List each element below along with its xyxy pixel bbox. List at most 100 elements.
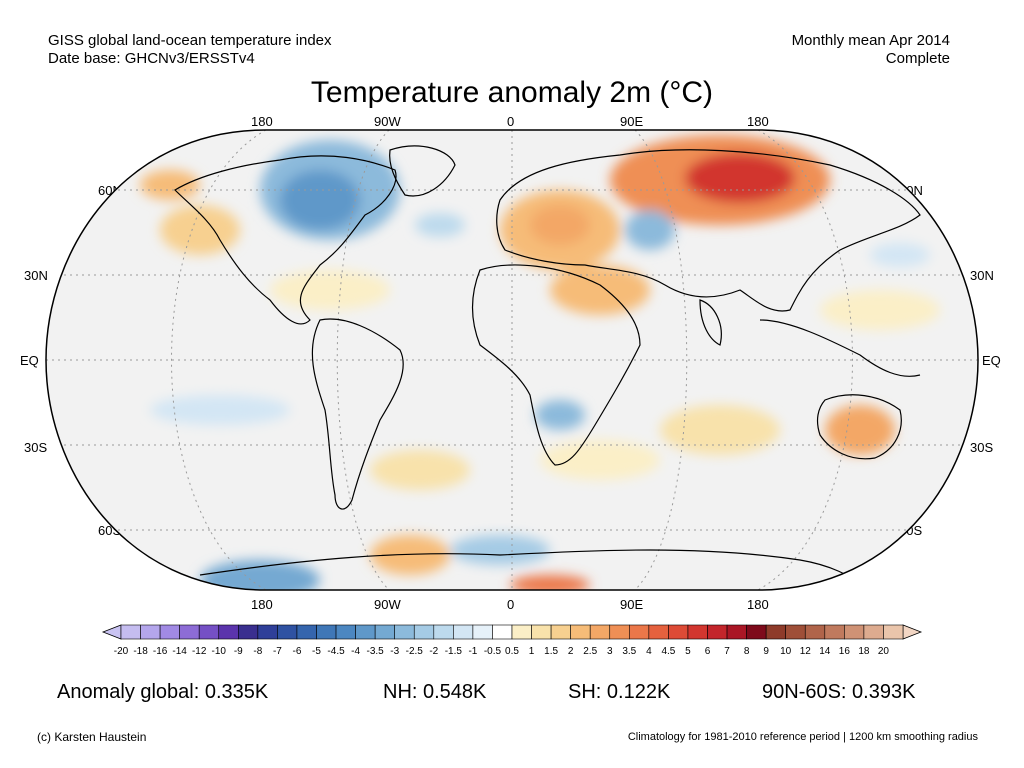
colorbar-tick-label: 5 (685, 646, 691, 657)
lat-label-left-30n: 30N (24, 268, 48, 283)
colorbar-tick-label: 8 (743, 646, 750, 657)
colorbar-swatch (120, 624, 141, 640)
colorbar-tick-label: 20 (877, 646, 889, 657)
colorbar-tick-label: -2 (429, 646, 439, 657)
colorbar-tick-label: 7 (724, 646, 730, 657)
stat-sh: SH: 0.122K (568, 681, 671, 703)
colorbar-swatch (668, 624, 689, 640)
coastlines (174, 145, 921, 590)
colorbar-tick-label: 10 (780, 646, 792, 657)
colorbar-tick-label: -2.5 (405, 646, 423, 657)
colorbar-swatch (531, 624, 552, 640)
lon-label-top-90e: 90E (620, 114, 644, 129)
colorbar-swatch (316, 624, 337, 640)
stat-polar: 90N-60S: 0.393K (762, 681, 916, 703)
colorbar-tick-label: -3 (390, 646, 400, 657)
colorbar-tick-label: -18 (133, 646, 148, 657)
colorbar-swatch (746, 624, 767, 640)
colorbar-tick-label: -8 (253, 646, 263, 657)
colorbar-swatch (765, 624, 787, 640)
colorbar-swatch (374, 624, 395, 640)
lat-label-right-eq: EQ (982, 353, 1001, 368)
colorbar-swatch (824, 624, 845, 640)
lon-label-top-180e: 180 (747, 114, 769, 129)
colorbar-tick-label: -5 (312, 646, 321, 657)
colorbar-tick-label: -10 (211, 646, 226, 657)
colorbar-swatch (648, 624, 669, 640)
colorbar-swatch (804, 624, 826, 640)
colorbar-tick-label: -6 (292, 646, 302, 657)
colorbar-swatch (218, 624, 239, 640)
lat-label-left-30s: 30S (24, 440, 48, 455)
lat-label-left-eq: EQ (20, 353, 39, 368)
colorbar-tick-label: 9 (763, 646, 769, 657)
map-field (46, 130, 978, 590)
colorbar-tick-label: 0.5 (505, 646, 519, 657)
colorbar-swatch (335, 624, 356, 640)
lon-label-bottom-0: 0 (507, 597, 515, 612)
colorbar-swatch (238, 624, 259, 640)
stat-global: Anomaly global: 0.335K (57, 681, 269, 703)
colorbar-swatch (198, 624, 220, 640)
period-label: Monthly mean Apr 2014 (791, 32, 950, 49)
colorbar-swatch (159, 624, 180, 640)
colorbar-swatch (863, 624, 884, 640)
colorbar-tick-label: 3 (606, 646, 613, 657)
lon-label-bottom-90e: 90E (620, 597, 644, 612)
colorbar-tick-label: -4 (351, 646, 361, 657)
colorbar-swatch (589, 624, 611, 640)
status-label: Complete (885, 50, 950, 67)
colorbar-swatch (453, 624, 474, 640)
lon-label-top-90w: 90W (374, 114, 401, 129)
colorbar-swatch (726, 624, 747, 640)
colorbar-tick-label: 6 (704, 646, 711, 657)
lat-label-right-30n: 30N (970, 268, 994, 283)
colorbar-tick-label: 3.5 (622, 646, 637, 657)
colorbar-tick-label: -0.5 (483, 646, 502, 657)
lat-label-right-30s: 30S (970, 440, 994, 455)
colorbar-swatch (355, 624, 376, 640)
colorbar-tick-label: 4.5 (661, 646, 676, 657)
colorbar-swatch (296, 624, 317, 640)
stat-nh: NH: 0.548K (383, 681, 487, 703)
colorbar-swatch (844, 624, 865, 640)
lon-label-top-180w: 180 (251, 114, 273, 129)
lon-label-bottom-90w: 90W (374, 597, 401, 612)
colorbar-tick-label: 1.5 (544, 646, 559, 657)
colorbar-tick-label: -4.5 (327, 646, 345, 657)
colorbar-swatch (628, 624, 650, 640)
colorbar-swatch (707, 624, 728, 640)
colorbar-tick-label: -7 (272, 646, 282, 657)
colorbar-end-right (902, 624, 923, 640)
colorbar-tick-label: -14 (172, 646, 187, 657)
dataset-title: GISS global land-ocean temperature index (48, 32, 332, 49)
colorbar-tick-label: 12 (799, 646, 811, 657)
lon-label-bottom-180e: 180 (747, 597, 769, 612)
climatology-note: Climatology for 1981-2010 reference peri… (627, 731, 978, 743)
lon-label-top-0: 0 (507, 114, 515, 129)
temperature-anomaly-map (45, 129, 979, 591)
colorbar-tick-label: 16 (838, 646, 850, 657)
colorbar-swatch (687, 624, 708, 640)
copyright: (c) Karsten Haustein (37, 730, 147, 744)
colorbar-swatch (785, 624, 806, 640)
colorbar-swatch (257, 624, 278, 640)
colorbar-tick-label: 2 (567, 646, 574, 657)
colorbar-swatch (433, 624, 454, 640)
map-title: Temperature anomaly 2m (°C) (310, 76, 714, 109)
colorbar-tick-label: -1.5 (444, 646, 462, 657)
colorbar-swatch (140, 624, 161, 640)
colorbar-tick-label: 4 (646, 646, 652, 657)
map-border (45, 129, 979, 591)
colorbar-tick-label: 2.5 (583, 646, 598, 657)
colorbar-swatch (413, 624, 435, 640)
colorbar-tick-label: -12 (191, 646, 207, 657)
colorbar-swatch (550, 624, 571, 640)
colorbar-swatch (883, 624, 904, 640)
colorbar-swatch (511, 624, 532, 640)
colorbar-swatch (179, 624, 200, 640)
colorbar-tick-label: -3.5 (366, 646, 384, 657)
colorbar-swatch (394, 624, 415, 640)
database-label: Date base: GHCNv3/ERSSTv4 (48, 50, 255, 67)
colorbar-swatch (609, 624, 630, 640)
